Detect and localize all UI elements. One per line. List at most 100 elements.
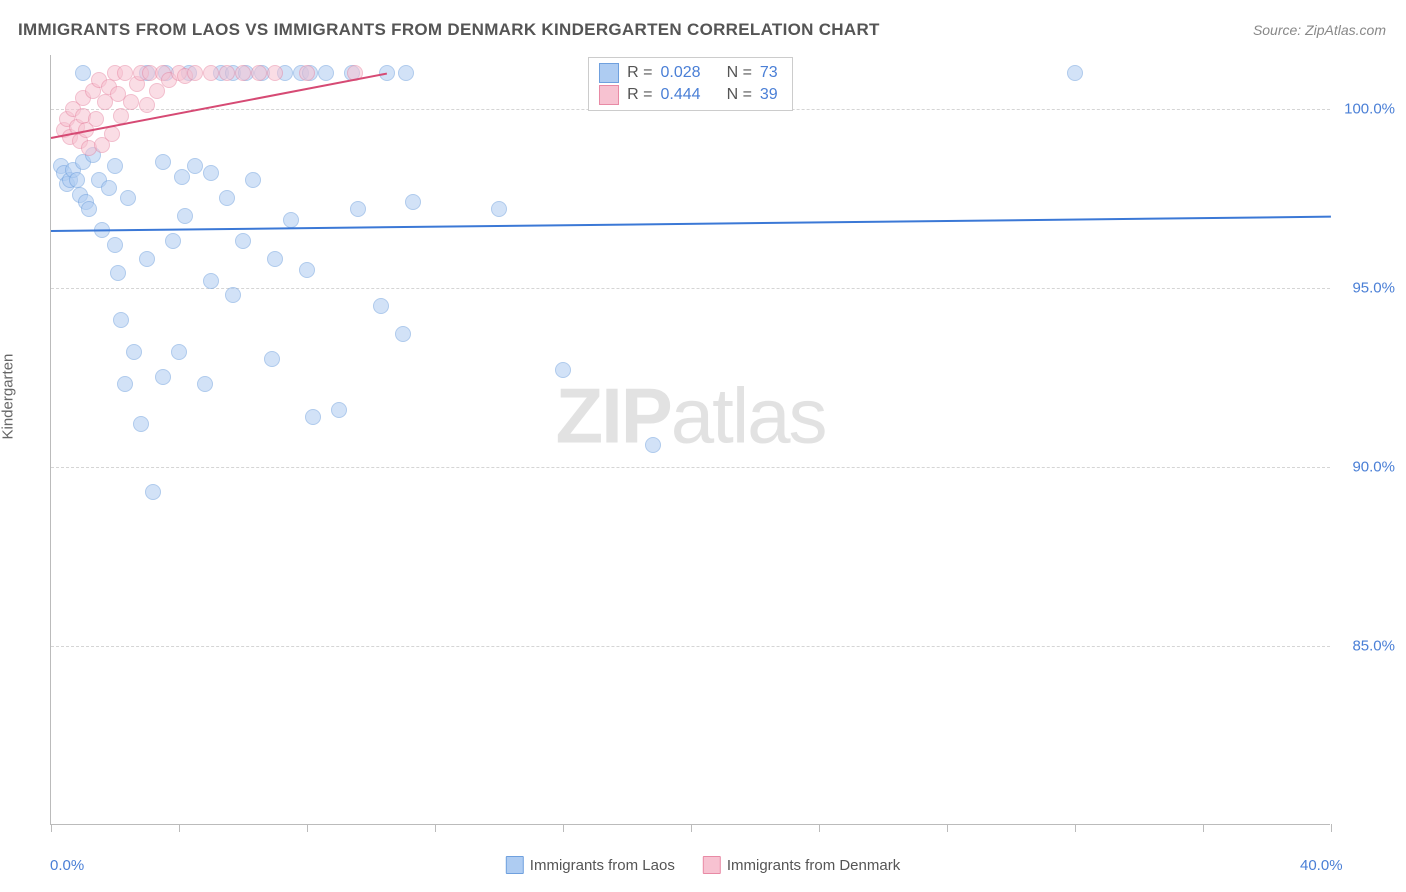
data-point	[398, 65, 414, 81]
data-point	[145, 484, 161, 500]
r-value-laos: 0.028	[661, 62, 701, 84]
x-tick	[947, 824, 948, 832]
data-point	[318, 65, 334, 81]
data-point	[110, 265, 126, 281]
x-tick	[51, 824, 52, 832]
data-point	[107, 158, 123, 174]
gridline	[51, 288, 1330, 289]
x-tick	[819, 824, 820, 832]
x-max-label: 40.0%	[1300, 857, 1343, 874]
data-point	[305, 409, 321, 425]
data-point	[299, 262, 315, 278]
data-point	[1067, 65, 1083, 81]
data-point	[283, 212, 299, 228]
n-label: N =	[727, 62, 752, 84]
watermark-atlas: atlas	[671, 372, 826, 460]
x-tick	[1203, 824, 1204, 832]
gridline	[51, 646, 1330, 647]
data-point	[203, 65, 219, 81]
data-point	[197, 376, 213, 392]
data-point	[139, 251, 155, 267]
stats-box: R = 0.028 N = 73 R = 0.444 N = 39	[588, 57, 793, 111]
trend-line	[51, 216, 1331, 232]
data-point	[155, 154, 171, 170]
legend-swatch-denmark-icon	[703, 856, 721, 874]
data-point	[235, 233, 251, 249]
data-point	[219, 65, 235, 81]
swatch-denmark-icon	[599, 85, 619, 105]
legend-item-denmark: Immigrants from Denmark	[703, 856, 900, 874]
data-point	[123, 94, 139, 110]
y-tick-label: 90.0%	[1352, 458, 1395, 475]
data-point	[174, 169, 190, 185]
data-point	[113, 312, 129, 328]
x-tick	[1075, 824, 1076, 832]
data-point	[245, 172, 261, 188]
chart-area: ZIPatlas R = 0.028 N = 73 R = 0.444 N = …	[50, 55, 1330, 825]
data-point	[133, 416, 149, 432]
data-point	[126, 344, 142, 360]
x-tick	[307, 824, 308, 832]
y-tick-label: 85.0%	[1352, 637, 1395, 654]
r-value-denmark: 0.444	[661, 84, 701, 106]
n-value-denmark: 39	[760, 84, 778, 106]
data-point	[555, 362, 571, 378]
x-tick	[691, 824, 692, 832]
data-point	[117, 376, 133, 392]
data-point	[299, 65, 315, 81]
stats-row-denmark: R = 0.444 N = 39	[599, 84, 778, 106]
data-point	[395, 326, 411, 342]
x-tick	[1331, 824, 1332, 832]
data-point	[251, 65, 267, 81]
data-point	[267, 65, 283, 81]
x-min-label: 0.0%	[50, 857, 84, 874]
data-point	[203, 165, 219, 181]
data-point	[491, 201, 507, 217]
data-point	[139, 97, 155, 113]
data-point	[235, 65, 251, 81]
data-point	[350, 201, 366, 217]
data-point	[149, 83, 165, 99]
data-point	[155, 369, 171, 385]
data-point	[107, 237, 123, 253]
data-point	[331, 402, 347, 418]
data-point	[81, 201, 97, 217]
data-point	[69, 172, 85, 188]
page-title: IMMIGRANTS FROM LAOS VS IMMIGRANTS FROM …	[18, 20, 880, 40]
data-point	[405, 194, 421, 210]
legend-label-denmark: Immigrants from Denmark	[727, 857, 900, 874]
data-point	[187, 158, 203, 174]
data-point	[219, 190, 235, 206]
data-point	[171, 344, 187, 360]
gridline	[51, 467, 1330, 468]
data-point	[120, 190, 136, 206]
data-point	[645, 437, 661, 453]
bottom-legend: Immigrants from Laos Immigrants from Den…	[506, 856, 900, 874]
data-point	[101, 180, 117, 196]
n-label: N =	[727, 84, 752, 106]
data-point	[75, 65, 91, 81]
source-label: Source: ZipAtlas.com	[1253, 22, 1386, 38]
y-axis-label: Kindergarten	[0, 354, 17, 440]
data-point	[264, 351, 280, 367]
stats-row-laos: R = 0.028 N = 73	[599, 62, 778, 84]
data-point	[177, 208, 193, 224]
data-point	[165, 233, 181, 249]
y-tick-label: 95.0%	[1352, 279, 1395, 296]
data-point	[88, 111, 104, 127]
legend-swatch-laos-icon	[506, 856, 524, 874]
x-tick	[179, 824, 180, 832]
r-label: R =	[627, 62, 652, 84]
data-point	[225, 287, 241, 303]
data-point	[187, 65, 203, 81]
data-point	[373, 298, 389, 314]
legend-item-laos: Immigrants from Laos	[506, 856, 675, 874]
r-label: R =	[627, 84, 652, 106]
y-tick-label: 100.0%	[1344, 100, 1395, 117]
x-tick	[563, 824, 564, 832]
x-tick	[435, 824, 436, 832]
watermark: ZIPatlas	[555, 371, 825, 462]
swatch-laos-icon	[599, 63, 619, 83]
legend-label-laos: Immigrants from Laos	[530, 857, 675, 874]
data-point	[203, 273, 219, 289]
